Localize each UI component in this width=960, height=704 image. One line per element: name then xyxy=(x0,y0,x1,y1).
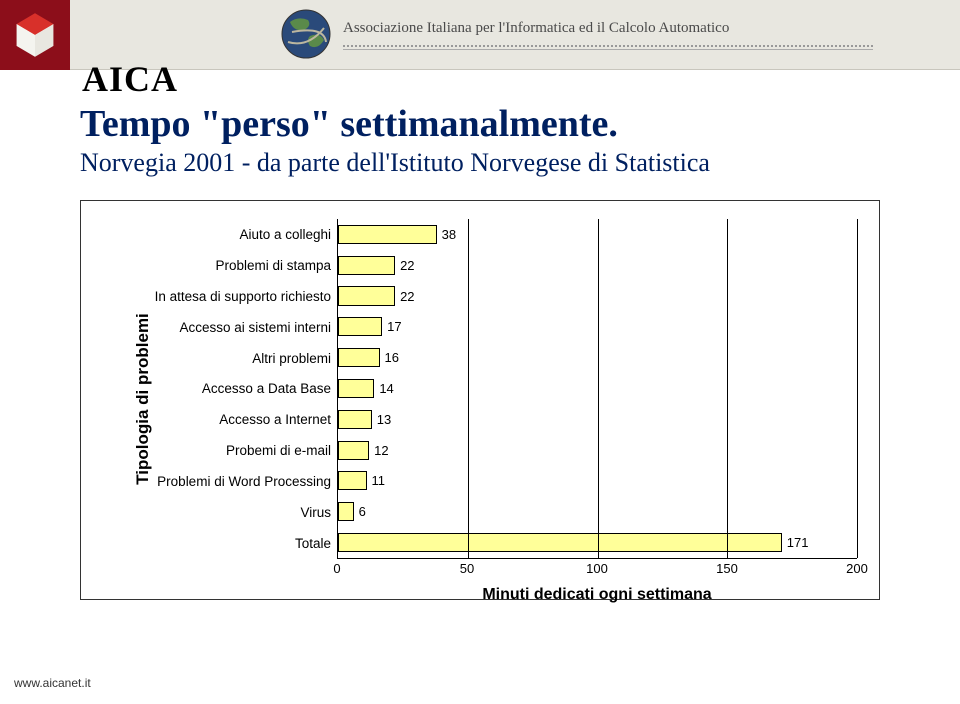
bar-value-label: 16 xyxy=(385,350,399,365)
bar xyxy=(338,225,437,244)
x-tick-label: 100 xyxy=(586,561,608,576)
category-label: Problemi di stampa xyxy=(137,250,337,281)
page-title: Tempo "perso" settimanalmente. xyxy=(80,102,618,146)
globe-icon xyxy=(280,8,332,60)
bar-value-label: 22 xyxy=(400,289,414,304)
category-label: Virus xyxy=(137,497,337,528)
bar-value-label: 38 xyxy=(442,227,456,242)
category-label: Accesso ai sistemi interni xyxy=(137,312,337,343)
x-tick-label: 200 xyxy=(846,561,868,576)
bar-value-label: 14 xyxy=(379,381,393,396)
banner-underline xyxy=(343,45,873,51)
bar xyxy=(338,256,395,275)
aica-logo-block xyxy=(0,0,70,70)
category-label: Problemi di Word Processing xyxy=(137,466,337,497)
bar xyxy=(338,441,369,460)
bar-value-label: 6 xyxy=(359,504,366,519)
y-axis-label-wrap: Tipologia di problemi xyxy=(103,219,137,559)
category-labels: Aiuto a colleghiProblemi di stampaIn att… xyxy=(137,219,337,559)
gridline xyxy=(468,219,469,558)
slide-page: Associazione Italiana per l'Informatica … xyxy=(0,0,960,704)
bar-value-label: 171 xyxy=(787,535,809,550)
bar xyxy=(338,286,395,305)
gridline xyxy=(598,219,599,558)
bar-value-label: 13 xyxy=(377,412,391,427)
plot-area: 38 22 22 17 16 14 13 12 11 6 171 xyxy=(337,219,857,559)
x-axis-label: Minuti dedicati ogni settimana xyxy=(337,586,857,604)
aica-acronym: AICA xyxy=(82,58,178,100)
category-label: Probemi di e-mail xyxy=(137,435,337,466)
bar xyxy=(338,533,782,552)
gridline xyxy=(727,219,728,558)
gridline xyxy=(857,219,858,558)
category-label: Totale xyxy=(137,528,337,559)
x-tick-label: 50 xyxy=(460,561,474,576)
x-tick-label: 0 xyxy=(333,561,340,576)
bar xyxy=(338,410,372,429)
bar-value-label: 12 xyxy=(374,443,388,458)
bar xyxy=(338,471,367,490)
footer-url: www.aicanet.it xyxy=(14,676,91,690)
bar-value-label: 11 xyxy=(372,473,386,488)
category-label: Accesso a Data Base xyxy=(137,374,337,405)
category-label: Aiuto a colleghi xyxy=(137,219,337,250)
category-label: In attesa di supporto richiesto xyxy=(137,281,337,312)
bar xyxy=(338,502,354,521)
bar xyxy=(338,379,374,398)
association-name: Associazione Italiana per l'Informatica … xyxy=(343,20,729,37)
x-tick-label: 150 xyxy=(716,561,738,576)
bar xyxy=(338,317,382,336)
page-subtitle: Norvegia 2001 - da parte dell'Istituto N… xyxy=(80,148,710,178)
bar-value-label: 22 xyxy=(400,258,414,273)
bar xyxy=(338,348,380,367)
x-ticks: 050100150200 xyxy=(337,561,857,581)
chart-body: Tipologia di problemi Aiuto a colleghiPr… xyxy=(103,219,857,559)
bar-value-label: 17 xyxy=(387,319,401,334)
category-label: Accesso a Internet xyxy=(137,404,337,435)
y-axis-label: Tipologia di problemi xyxy=(133,299,153,499)
plot-wrap: 3822221716141312116171 050100150200 Minu… xyxy=(337,219,857,559)
aica-logo-icon xyxy=(9,9,61,61)
chart-panel: Tipologia di problemi Aiuto a colleghiPr… xyxy=(80,200,880,600)
category-label: Altri problemi xyxy=(137,343,337,374)
